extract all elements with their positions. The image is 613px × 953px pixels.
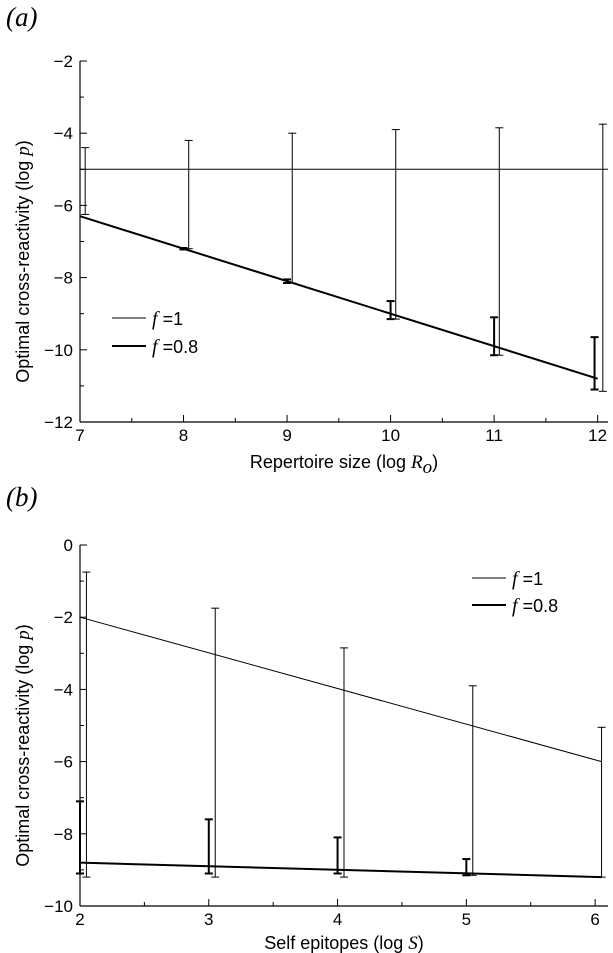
y-tick-label: −4	[54, 680, 73, 699]
y-axis-label-suffix: )	[13, 624, 33, 630]
x-axis-label-suffix: )	[418, 933, 424, 953]
y-axis-label: Optimal cross-reactivity (log p)	[13, 624, 34, 867]
x-tick-label: 2	[75, 910, 84, 929]
y-axis-label-suffix: )	[13, 140, 33, 146]
x-tick-label: 7	[75, 426, 84, 445]
y-tick-label: −12	[44, 413, 73, 432]
x-tick-label: 8	[179, 426, 188, 445]
x-axis-label-var: R	[410, 452, 423, 473]
x-tick-label: 12	[588, 426, 607, 445]
y-axis-label-var: p	[13, 630, 34, 642]
x-tick-label: 10	[381, 426, 400, 445]
y-tick-label: −4	[54, 124, 73, 143]
series-0: f =1	[79, 568, 606, 878]
x-tick-label: 5	[462, 910, 471, 929]
series-line	[79, 861, 602, 879]
legend-entry: f =1	[152, 308, 183, 330]
x-axis-label-text: Repertoire size (log	[250, 452, 411, 472]
y-tick-label: −8	[54, 825, 73, 844]
x-tick-label: 6	[590, 910, 599, 929]
x-axis-label: Repertoire size (log Ro)	[250, 452, 438, 478]
series-1: f =0.8	[76, 595, 602, 879]
y-tick-label: −10	[44, 897, 73, 916]
legend-value: =0.8	[518, 596, 559, 616]
y-axis-label: Optimal cross-reactivity (log p)	[13, 140, 34, 383]
legend-value: =1	[518, 569, 544, 589]
legend-entry: f =1	[512, 568, 543, 590]
legend-var: f	[512, 568, 520, 590]
y-axis-label-text: Optimal cross-reactivity (log	[13, 640, 33, 867]
legend-var: f	[152, 336, 160, 358]
series-0: f =1	[80, 123, 608, 392]
x-axis-label: Self epitopes (log S)	[264, 933, 424, 953]
y-axis-label-var: p	[13, 146, 34, 158]
y-tick-label: −2	[54, 52, 73, 71]
x-axis-label-var: S	[408, 933, 418, 953]
legend-value: =0.8	[158, 337, 199, 357]
y-axis-label-text: Optimal cross-reactivity (log	[13, 156, 33, 383]
x-axis-label-sub: o	[423, 457, 433, 478]
y-tick-label: −10	[44, 341, 73, 360]
chart-panel-0: (a) 7 8 9 10 11 12 −12 −10 −8 −6 −4 −2 Repertoire siz…	[6, 2, 608, 478]
series-line	[79, 215, 598, 380]
x-tick-label: 11	[485, 426, 503, 445]
x-axis-label-text: Self epitopes (log	[264, 933, 408, 953]
y-tick-label: 0	[64, 536, 73, 555]
x-axis-label-suffix: )	[432, 452, 438, 472]
panel-label: (b)	[6, 482, 37, 512]
legend-value: =1	[158, 309, 184, 329]
legend-entry: f =0.8	[152, 336, 198, 358]
chart-panel-1: (b) 2 3 4 5 6 −10 −8 −6 −4 −2 0 Self epitopes (log S…	[6, 482, 608, 953]
legend-entry: f =0.8	[512, 595, 558, 617]
series-line	[79, 616, 602, 763]
y-tick-label: −8	[54, 269, 73, 288]
y-tick-label: −6	[54, 196, 73, 215]
x-tick-label: 9	[282, 426, 291, 445]
x-tick-label: 3	[204, 910, 213, 929]
panel-label: (a)	[6, 2, 37, 32]
x-tick-label: 4	[333, 910, 342, 929]
y-tick-label: −6	[54, 753, 73, 772]
y-tick-label: −2	[54, 608, 73, 627]
legend-var: f	[512, 595, 520, 617]
series-1: f =0.8	[79, 215, 599, 391]
legend-var: f	[152, 308, 160, 330]
